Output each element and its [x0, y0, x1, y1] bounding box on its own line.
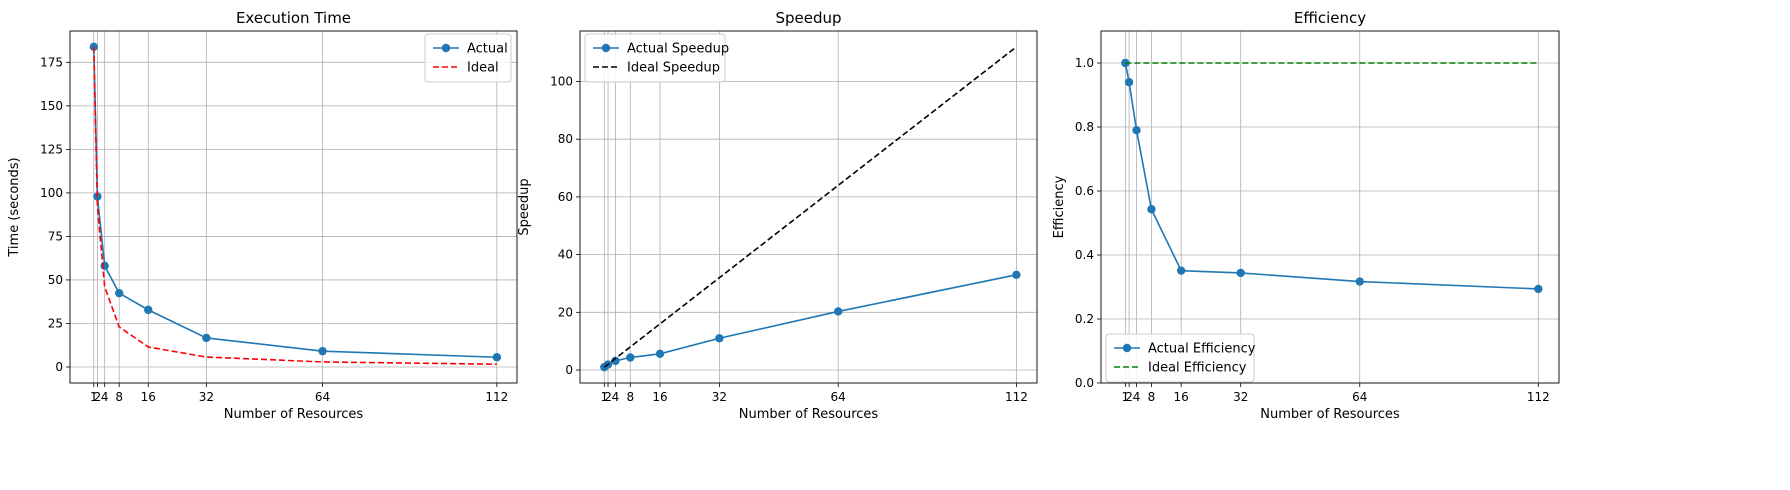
legend-marker	[601, 43, 611, 53]
y-axis-label: Time (seconds)	[7, 157, 22, 257]
x-tick-label: 2	[1125, 390, 1133, 404]
y-tick-label: 0.8	[1075, 120, 1094, 134]
y-tick-label: 40	[558, 248, 573, 262]
series-line-2	[603, 46, 1017, 368]
x-axis-label: Number of Resources	[1260, 407, 1400, 422]
axes-frame	[579, 30, 1038, 384]
data-point	[1132, 126, 1141, 135]
legend-label: Actual Speedup	[627, 42, 729, 57]
y-tick-label: 0.6	[1075, 184, 1094, 198]
y-tick-label: 175	[40, 55, 63, 69]
x-tick-label: 64	[831, 390, 846, 404]
data-point	[1176, 266, 1186, 275]
x-tick-label: 1	[90, 390, 98, 404]
data-point	[1121, 58, 1130, 68]
data-point	[202, 333, 211, 343]
axes-frame	[69, 30, 518, 384]
chart-title: Efficiency	[1294, 9, 1366, 27]
x-tick-label: 4	[612, 390, 620, 404]
y-tick-label: 100	[550, 74, 573, 88]
legend: Actual Efficiency Ideal Efficiency	[1105, 333, 1256, 383]
x-tick-label: 1	[600, 390, 608, 404]
y-tick-label: 150	[40, 99, 63, 113]
data-point	[833, 307, 843, 316]
data-point	[1534, 284, 1543, 294]
y-tick-label: 0	[55, 360, 63, 374]
x-tick-label: 16	[141, 390, 156, 404]
x-tick-label: 4	[1133, 390, 1141, 404]
legend-marker	[1122, 343, 1132, 353]
legend-box	[1105, 333, 1255, 383]
data-point	[318, 346, 327, 356]
series-line-1	[92, 46, 497, 359]
x-tick-label: 32	[199, 390, 214, 404]
x-tick-label: 16	[652, 390, 667, 404]
x-tick-label: 32	[1233, 390, 1248, 404]
legend-label: Actual Efficiency	[1148, 342, 1256, 357]
y-tick-label: 25	[48, 316, 63, 330]
x-tick-label: 112	[1005, 390, 1028, 404]
legend: Actual Speedup Ideal Speedup	[584, 33, 729, 83]
data-point	[655, 349, 665, 359]
x-tick-label: 32	[712, 390, 727, 404]
legend-marker	[441, 43, 451, 53]
x-tick-label: 64	[315, 390, 330, 404]
y-tick-label: 100	[40, 186, 63, 200]
data-point	[611, 356, 620, 366]
data-point	[1355, 277, 1364, 286]
legend-box	[584, 33, 726, 83]
x-tick-label: 8	[115, 390, 123, 404]
legend-label: Ideal	[467, 61, 499, 76]
x-tick-label: 64	[1352, 390, 1367, 404]
data-point	[715, 334, 724, 343]
y-tick-label: 0.0	[1075, 376, 1094, 390]
x-tick-label: 112	[1527, 390, 1550, 404]
data-point	[1012, 270, 1021, 280]
series-line-2	[92, 46, 497, 365]
legend-label: Ideal Efficiency	[1148, 361, 1247, 376]
y-tick-label: 75	[48, 229, 63, 243]
x-tick-label: 8	[1148, 390, 1156, 404]
data-point	[1236, 268, 1245, 278]
y-tick-label: 20	[558, 305, 573, 319]
y-axis-label: Efficiency	[1052, 175, 1067, 238]
legend-label: Actual	[467, 42, 508, 57]
axes-frame	[1100, 30, 1560, 384]
y-tick-label: 0	[565, 363, 573, 377]
y-tick-label: 1.0	[1075, 56, 1094, 70]
chart-title: Speedup	[775, 9, 841, 27]
chart-1: 12 4 8 16 32 64 112 0 25 50 75 100 125 150 175 Executio…	[7, 9, 518, 422]
y-tick-label: 125	[40, 142, 63, 156]
x-axis-label: Number of Resources	[224, 407, 364, 422]
legend-label: Ideal Speedup	[627, 61, 720, 76]
data-point	[626, 353, 635, 362]
y-tick-label: 50	[48, 273, 63, 287]
chart-title: Execution Time	[236, 9, 351, 27]
data-point	[144, 305, 153, 315]
y-tick-label: 0.4	[1075, 248, 1094, 262]
y-tick-label: 60	[558, 190, 573, 204]
x-axis-label: Number of Resources	[739, 407, 879, 422]
x-tick-label: 1	[1122, 390, 1130, 404]
data-point	[1147, 205, 1156, 214]
x-tick-label: 2	[604, 390, 612, 404]
legend: Actual Ideal	[424, 33, 512, 83]
series-line-1	[603, 274, 1017, 368]
data-point	[115, 288, 124, 298]
y-tick-label: 80	[558, 132, 573, 146]
data-point	[492, 353, 502, 362]
y-axis-label: Speedup	[517, 178, 532, 235]
x-tick-label: 2	[94, 390, 102, 404]
y-tick-label: 0.2	[1075, 312, 1094, 326]
chart-3: 12 4 8 16 32 64 112 0.0 0.2 0.4 0.6 0.8 1.0 Efficienc…	[1052, 9, 1560, 422]
series-line-1	[1124, 62, 1539, 290]
x-tick-label: 4	[101, 390, 109, 404]
data-point	[1124, 78, 1134, 87]
x-tick-label: 8	[626, 390, 634, 404]
x-tick-label: 112	[485, 390, 508, 404]
x-tick-label: 16	[1174, 390, 1189, 404]
chart-2: 12 4 8 16 32 64 112 0 20 40 60 80 100 Speedup Number o…	[517, 9, 1038, 422]
